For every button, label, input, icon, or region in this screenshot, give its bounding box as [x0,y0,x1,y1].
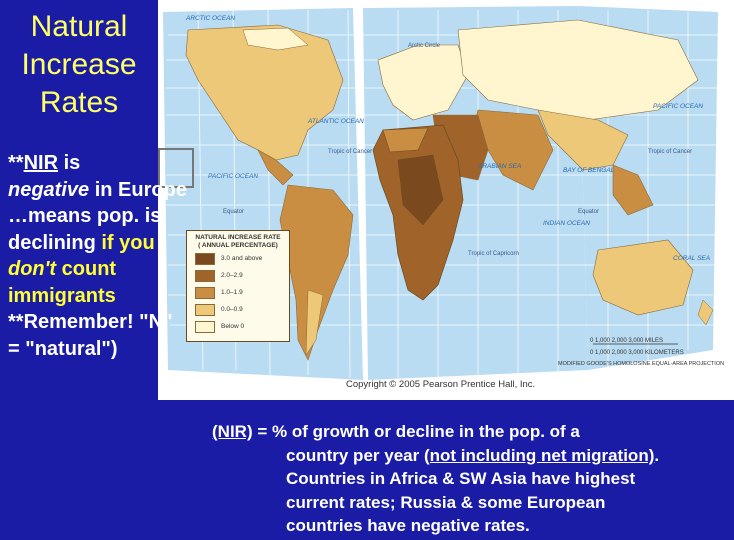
new-zealand [697,299,714,326]
world-map: ARCTIC OCEAN Arctic Circle ATLANTIC OCEA… [158,0,734,400]
bottom-eq: = % of growth or decline in the pop. of … [252,422,580,441]
projection-label: MODIFIED GOODE'S HOMOLOSINE EQUAL-AREA P… [558,361,724,367]
label-equator-w: Equator [223,209,244,215]
legend-label: 1.0–1.9 [221,289,243,296]
china [537,109,629,171]
legend-item: Below 0 [187,318,289,335]
scale-bar: 0 1,000 2,000 3,000 MILES 0 1,000 2,000 … [590,338,684,356]
legend-item: 2.0–2.9 [187,267,289,284]
label-bengal: BAY OF BENGAL [563,167,615,174]
label-arabian: ARABIAN SEA [477,163,521,170]
legend-label: Below 0 [221,323,245,330]
legend-swatch [195,269,215,282]
note-negative: negative [8,178,90,201]
legend-swatch [195,286,215,299]
label-pacific-w: PACIFIC OCEAN [208,173,258,180]
bottom-line-2: country per year (not including net migr… [212,444,732,468]
bottom-line-2b: (not including net migration) [423,445,655,465]
title-line-2: Increase [21,48,137,81]
north-america [185,24,344,161]
central-america [257,149,294,186]
title-line-3: Rates [39,86,119,119]
note-nir: NIR [23,152,59,174]
scale-miles: 0 1,000 2,000 3,000 MILES [590,338,663,344]
bottom-line-5: countries have negative rates. [286,516,530,535]
bottom-note: (NIR) = % of growth or decline in the po… [212,420,732,538]
note-remember: **Remember! "N" = "natural") [8,311,173,360]
label-indian: INDIAN OCEAN [543,220,590,227]
label-arctic-ocean: ARCTIC OCEAN [185,15,235,22]
legend-subtitle-text: ( ANNUAL PERCENTAGE) [198,242,278,249]
map-graphic: ARCTIC OCEAN Arctic Circle ATLANTIC OCEA… [163,6,724,380]
map-inset-frame [158,148,194,188]
note-prefix: ** [8,152,24,174]
note-count-immigrants: count immigrants [8,258,117,307]
legend-item: 3.0 and above [187,250,289,267]
slide-title: Natural Increase Rates [0,8,158,122]
bottom-nir: (NIR) [212,422,253,441]
legend-label: 3.0 and above [221,255,263,262]
map-legend: NATURAL INCREASE RATE ( ANNUAL PERCENTAG… [186,230,290,342]
bottom-line-3: Countries in Africa & SW Asia have highe… [286,469,636,488]
legend-item: 0.0–0.9 [187,301,289,318]
russia [457,19,699,121]
label-coral: CORAL SEA [673,255,710,262]
europe [377,44,469,121]
label-atlantic: ATLANTIC OCEAN [307,118,364,125]
southern-cone [305,289,324,356]
copyright-text: Copyright © 2005 Pearson Prentice Hall, … [346,379,536,390]
label-arctic-circle: Arctic Circle [408,43,441,49]
legend-title-text: NATURAL INCREASE RATE [195,234,281,241]
southeast-asia [612,164,654,216]
legend-label: 2.0–2.9 [221,272,243,279]
legend-swatch [195,320,215,333]
note-in-europe: in Europe …means pop. is declining [8,178,187,254]
legend-title: NATURAL INCREASE RATE ( ANNUAL PERCENTAG… [187,231,289,250]
label-tropic-cancer-w: Tropic of Cancer [328,149,372,155]
legend-label: 0.0–0.9 [221,306,243,313]
label-equator-e: Equator [578,209,599,215]
label-tropic-capricorn: Tropic of Capricorn [468,251,519,257]
australia [592,239,694,316]
bottom-line-1: (NIR) = % of growth or decline in the po… [212,422,580,441]
label-tropic-cancer-e: Tropic of Cancer [648,149,692,155]
left-note: **NIR is negative in Europe …means pop. … [8,150,188,362]
title-line-1: Natural [30,10,128,43]
note-dont: don't [8,258,57,280]
bottom-line-2c: . [654,445,660,465]
note-if-you: if you [101,231,155,254]
legend-swatch [195,303,215,316]
note-is: is [58,152,81,174]
bottom-line-2a: country per year [286,445,424,465]
scale-km: 0 1,000 2,000 3,000 KILOMETERS [590,350,684,356]
north-africa [382,127,429,153]
bottom-line-4: current rates; Russia & some European [286,492,606,512]
greenland [242,27,309,51]
central-africa [397,154,444,226]
legend-item: 1.0–1.9 [187,284,289,301]
label-pacific-e: PACIFIC OCEAN [653,103,703,110]
legend-swatch [195,252,215,265]
